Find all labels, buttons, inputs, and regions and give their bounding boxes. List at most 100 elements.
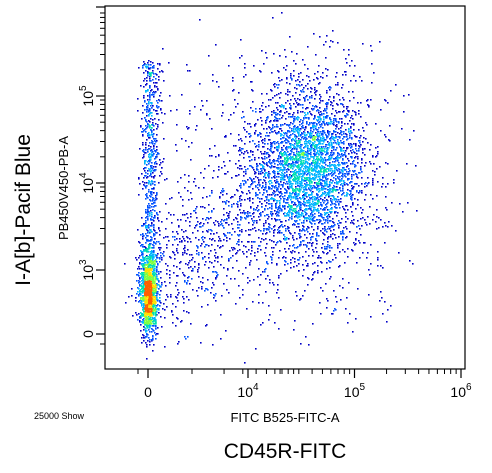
- event-dot: [313, 79, 315, 81]
- event-dot: [307, 83, 309, 85]
- event-dot: [209, 118, 211, 120]
- event-dot: [286, 174, 288, 176]
- event-dot: [321, 271, 323, 273]
- event-dot: [153, 312, 155, 314]
- event-dot: [142, 307, 144, 309]
- event-dot: [330, 230, 332, 232]
- event-dot: [329, 142, 331, 144]
- event-dot: [322, 161, 324, 163]
- event-dot: [317, 161, 319, 163]
- event-dot: [198, 252, 200, 254]
- event-dot: [138, 194, 140, 196]
- event-dot: [160, 109, 162, 111]
- event-dot: [327, 147, 329, 149]
- event-dot: [145, 144, 147, 146]
- event-dot: [145, 222, 147, 224]
- event-dot: [319, 133, 321, 135]
- event-dot: [338, 164, 340, 166]
- event-dot: [316, 106, 318, 108]
- event-dot: [303, 174, 305, 176]
- event-dot: [358, 129, 360, 131]
- event-dot: [321, 147, 323, 149]
- event-dot: [152, 298, 154, 300]
- event-dot: [308, 202, 310, 204]
- event-dot: [320, 183, 322, 185]
- event-dot: [278, 71, 280, 73]
- event-dot: [290, 116, 292, 118]
- event-dot: [308, 255, 310, 257]
- event-dot: [286, 190, 288, 192]
- event-dot: [150, 262, 152, 264]
- event-dot: [152, 154, 154, 156]
- event-dot: [333, 120, 335, 122]
- event-dot: [271, 205, 273, 207]
- event-dot: [315, 94, 317, 96]
- event-dot: [273, 112, 275, 114]
- event-dot: [145, 294, 147, 296]
- event-dot: [150, 219, 152, 221]
- event-dot: [337, 183, 339, 185]
- event-dot: [153, 153, 155, 155]
- event-dot: [348, 153, 350, 155]
- event-dot: [296, 151, 298, 153]
- event-dot: [294, 136, 296, 138]
- event-dot: [286, 124, 288, 126]
- event-dot: [150, 174, 152, 176]
- event-dot: [149, 282, 151, 284]
- event-dot: [152, 297, 154, 299]
- event-dot: [325, 219, 327, 221]
- event-dot: [351, 188, 353, 190]
- event-dot: [149, 315, 151, 317]
- event-dot: [340, 184, 342, 186]
- event-dot: [154, 317, 156, 319]
- event-dot: [338, 220, 340, 222]
- event-dot: [302, 185, 304, 187]
- event-dot: [321, 159, 323, 161]
- event-dot: [340, 231, 342, 233]
- event-dot: [296, 127, 298, 129]
- event-dot: [318, 174, 320, 176]
- event-dot: [326, 206, 328, 208]
- event-dot: [327, 131, 329, 133]
- event-dot: [161, 257, 163, 259]
- event-dot: [338, 168, 340, 170]
- event-dot: [337, 176, 339, 178]
- event-dot: [298, 213, 300, 215]
- event-dot: [278, 207, 280, 209]
- event-dot: [305, 167, 307, 169]
- event-dot: [145, 312, 147, 314]
- event-dot: [324, 248, 326, 250]
- event-dot: [155, 307, 157, 309]
- event-dot: [323, 122, 325, 124]
- event-dot: [147, 240, 149, 242]
- event-dot: [146, 258, 148, 260]
- event-dot: [151, 340, 153, 342]
- event-dot: [278, 161, 280, 163]
- event-dot: [323, 171, 325, 173]
- event-dot: [306, 192, 308, 194]
- event-dot: [309, 207, 311, 209]
- event-dot: [319, 150, 321, 152]
- event-dot: [317, 209, 319, 211]
- event-dot: [280, 198, 282, 200]
- event-dot: [150, 286, 152, 288]
- event-dot: [252, 188, 254, 190]
- event-dot: [301, 212, 303, 214]
- event-dot: [163, 158, 165, 160]
- event-dot: [268, 199, 270, 201]
- event-dot: [152, 209, 154, 211]
- event-dot: [341, 103, 343, 105]
- event-dot: [317, 195, 319, 197]
- event-dot: [332, 105, 334, 107]
- event-dot: [148, 189, 150, 191]
- event-dot: [149, 274, 151, 276]
- event-dot: [292, 114, 294, 116]
- event-dot: [143, 151, 145, 153]
- event-dot: [149, 159, 151, 161]
- event-dot: [307, 147, 309, 149]
- event-dot: [150, 292, 152, 294]
- event-dot: [355, 183, 357, 185]
- event-dot: [387, 226, 389, 228]
- event-dot: [147, 278, 149, 280]
- event-dot: [144, 160, 146, 162]
